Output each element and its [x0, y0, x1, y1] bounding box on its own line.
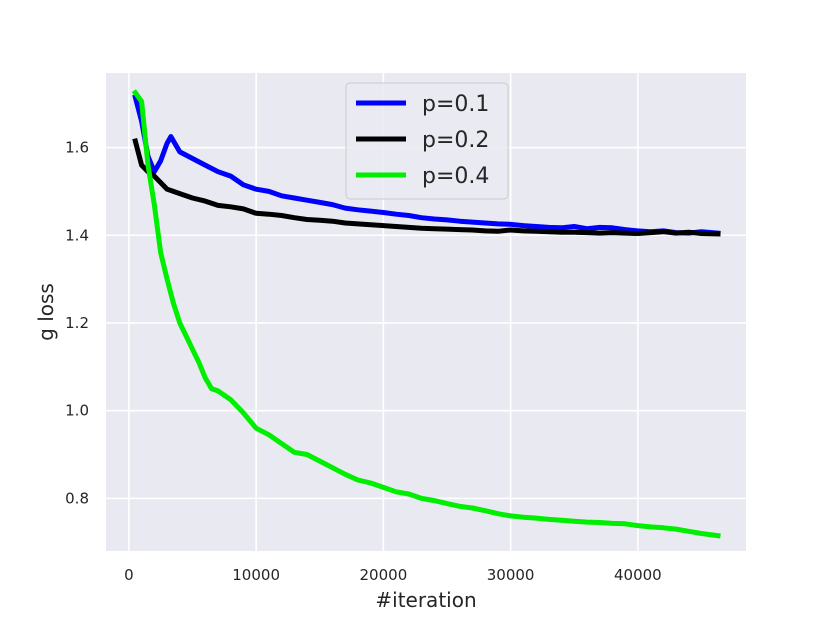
series-line-3 [131, 89, 721, 539]
x-tick-labels: 0 10000 20000 30000 40000 [124, 566, 662, 584]
x-tick-label: 20000 [360, 566, 408, 584]
y-tick-labels: 0.8 1.0 1.2 1.4 1.6 [65, 139, 89, 508]
series-line-1 [132, 94, 721, 236]
y-axis-label: g loss [34, 283, 58, 341]
series-layer [131, 89, 721, 539]
x-axis-label: #iteration [375, 588, 476, 612]
y-tick-label: 1.6 [65, 139, 89, 157]
series-line-2 [132, 137, 721, 237]
y-tick-label: 1.4 [65, 226, 89, 244]
x-tick-label: 10000 [232, 566, 280, 584]
legend-label: p=0.2 [422, 128, 489, 153]
legend-label: p=0.1 [422, 92, 489, 117]
y-tick-label: 1.2 [65, 314, 89, 332]
x-tick-label: 0 [124, 566, 134, 584]
legend-box [345, 82, 509, 200]
y-tick-label: 1.0 [65, 402, 89, 420]
x-tick-label: 40000 [614, 566, 662, 584]
x-tick-label: 30000 [487, 566, 535, 584]
legend: p=0.1 p=0.2 p=0.4 [345, 82, 509, 200]
legend-label: p=0.4 [422, 164, 489, 189]
y-tick-label: 0.8 [65, 489, 89, 507]
